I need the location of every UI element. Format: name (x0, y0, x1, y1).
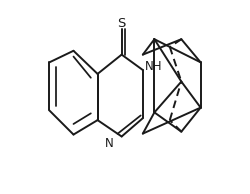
Text: N: N (104, 137, 113, 150)
Text: S: S (117, 17, 125, 30)
Text: NH: NH (144, 60, 162, 73)
